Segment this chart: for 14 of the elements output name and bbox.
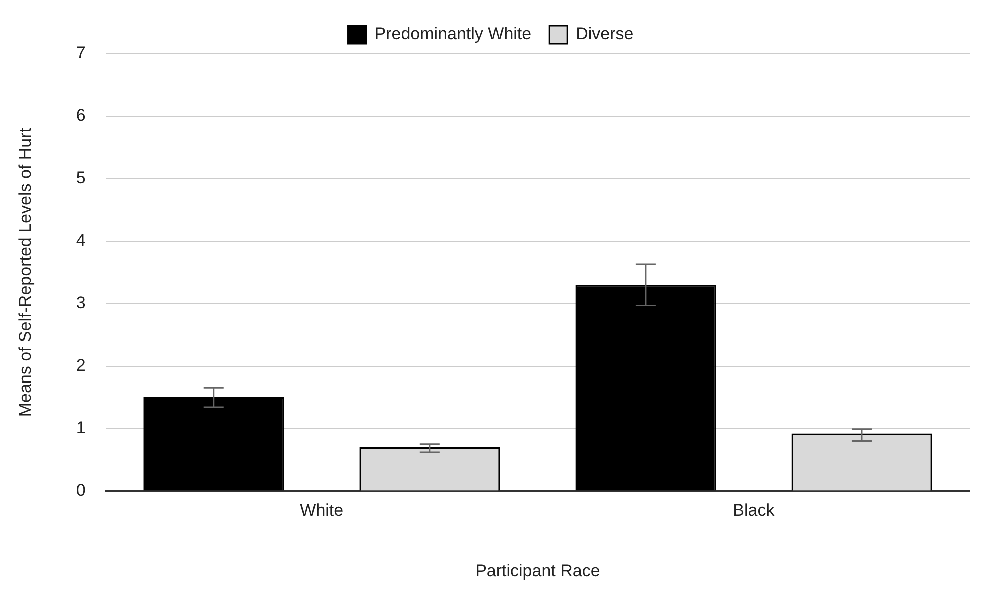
y-tick-label: 1 <box>76 418 86 438</box>
y-tick-label: 6 <box>76 106 86 126</box>
x-tick-label: Black <box>733 501 776 520</box>
y-tick-label: 4 <box>76 231 86 250</box>
x-tick-label: White <box>300 501 344 520</box>
x-axis-title: Participant Race <box>476 561 600 580</box>
y-tick-label: 2 <box>76 356 86 375</box>
y-tick-label: 7 <box>76 44 86 63</box>
y-tick-label: 5 <box>76 168 86 188</box>
legend-label: Predominantly White <box>374 24 532 44</box>
y-axis-title: Means of Self-Reported Levels of Hurt <box>16 128 35 418</box>
legend-label: Diverse <box>576 24 634 44</box>
y-tick-label: 3 <box>76 294 86 313</box>
y-tick-label: 0 <box>76 480 86 500</box>
